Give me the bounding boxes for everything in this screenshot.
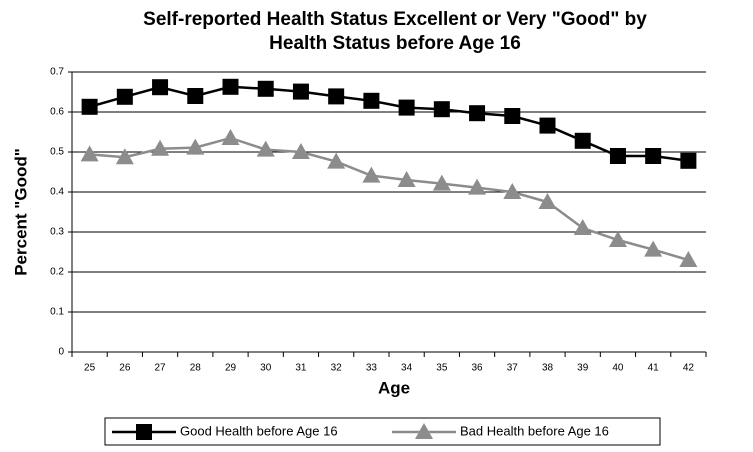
x-tick-label: 28 — [190, 363, 202, 374]
marker — [327, 152, 346, 169]
y-tick-label: 0.7 — [50, 67, 64, 78]
marker — [538, 193, 557, 209]
marker — [151, 139, 170, 156]
y-tick-label: 0.3 — [50, 227, 64, 238]
legend-label: Good Health before Age 16 — [180, 423, 338, 438]
marker — [680, 152, 697, 169]
marker — [645, 148, 662, 164]
x-tick-label: 39 — [577, 363, 589, 374]
y-axis-title: Percent "Good" — [11, 148, 30, 276]
marker — [573, 219, 592, 235]
marker — [415, 423, 433, 439]
marker — [644, 240, 663, 257]
marker — [608, 231, 627, 247]
x-tick-label: 35 — [436, 363, 448, 374]
x-tick-label: 40 — [612, 363, 624, 374]
y-tick-label: 0.1 — [50, 307, 64, 318]
x-tick-label: 25 — [84, 363, 96, 374]
chart-title: Self-reported Health Status Excellent or… — [143, 9, 647, 30]
legend-box — [104, 417, 661, 446]
marker — [432, 174, 451, 191]
marker — [362, 166, 381, 183]
x-tick-label: 38 — [542, 363, 554, 374]
marker — [187, 88, 204, 104]
series-line — [89, 136, 689, 262]
x-tick-label: 27 — [154, 363, 166, 374]
y-tick-label: 0 — [58, 347, 64, 358]
x-tick-label: 26 — [119, 363, 131, 374]
marker — [539, 117, 556, 134]
marker — [152, 79, 169, 96]
chart-title: Health Status before Age 16 — [269, 33, 521, 54]
marker — [186, 138, 205, 155]
x-tick-label: 42 — [683, 363, 695, 374]
x-tick-label: 34 — [401, 363, 413, 374]
x-tick-label: 32 — [331, 363, 343, 374]
marker — [222, 78, 239, 95]
marker — [116, 88, 133, 105]
marker — [574, 132, 591, 149]
marker — [363, 92, 380, 109]
y-tick-label: 0.4 — [50, 187, 64, 198]
marker — [292, 83, 309, 100]
y-tick-label: 0.2 — [50, 267, 64, 278]
x-tick-label: 31 — [295, 363, 307, 374]
x-axis-title: Age — [378, 378, 410, 397]
marker — [256, 140, 275, 157]
marker — [291, 143, 310, 159]
marker — [81, 98, 98, 115]
marker — [397, 171, 416, 187]
marker — [433, 101, 450, 118]
x-tick-label: 36 — [471, 363, 483, 374]
y-tick-label: 0.6 — [50, 107, 64, 118]
marker — [469, 105, 486, 122]
marker — [468, 178, 487, 195]
x-tick-label: 33 — [366, 363, 378, 374]
marker — [221, 129, 240, 145]
marker — [398, 99, 415, 116]
marker — [257, 80, 274, 97]
x-tick-label: 37 — [507, 363, 519, 374]
y-tick-label: 0.5 — [50, 147, 64, 158]
marker — [80, 145, 99, 162]
legend-label: Bad Health before Age 16 — [460, 423, 609, 438]
marker — [504, 108, 521, 124]
marker — [503, 183, 522, 199]
marker — [679, 251, 698, 267]
x-tick-label: 30 — [260, 363, 272, 374]
marker — [115, 148, 134, 165]
series-line — [89, 85, 689, 163]
x-tick-label: 29 — [225, 363, 237, 374]
marker — [609, 148, 626, 164]
x-tick-label: 41 — [648, 363, 660, 374]
marker — [136, 424, 152, 440]
marker — [328, 88, 345, 105]
